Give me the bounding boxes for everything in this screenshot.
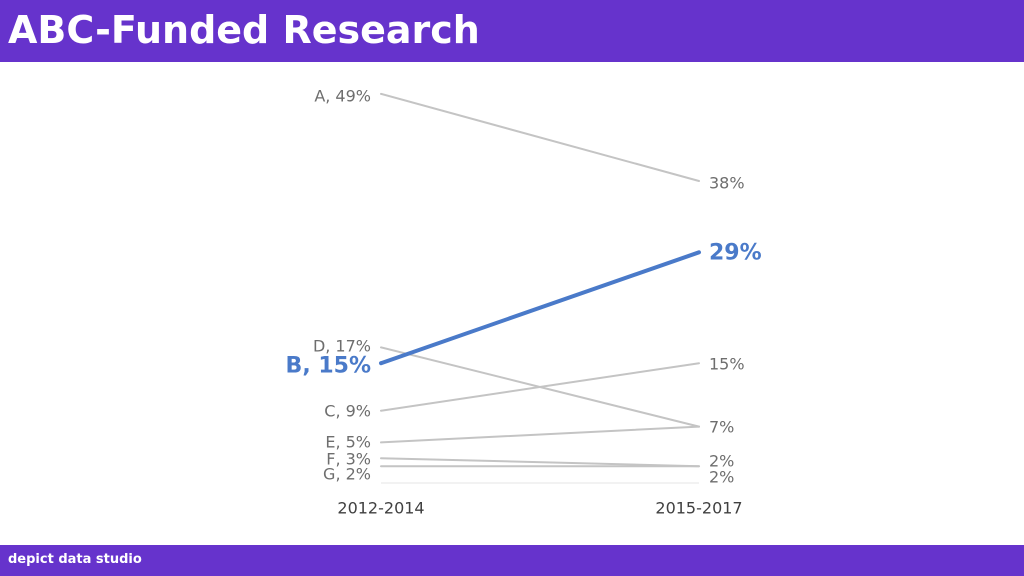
start-label-d: D, 17%	[313, 337, 371, 356]
x-tick-label: 2012-2014	[337, 499, 424, 518]
end-label-d: 7%	[709, 418, 734, 437]
title-bar: ABC-Funded Research	[0, 0, 1024, 62]
end-label-c: 15%	[709, 355, 745, 374]
series-line-a	[380, 92, 700, 182]
end-label-b: 29%	[709, 241, 762, 266]
slope-chart: A, 49% 38% C, 9% 15% D, 17% 7% E, 5%F, 3% 2% G, …	[286, 87, 762, 518]
end-label-g: 2%	[709, 468, 734, 487]
start-label-e: E, 5%	[325, 433, 371, 452]
series-line-f	[380, 457, 700, 468]
series-line-e	[380, 425, 700, 444]
start-label-a: A, 49%	[314, 87, 371, 106]
series-lines	[379, 92, 701, 468]
series-line-b	[379, 250, 701, 366]
brand-logo-text: depict data studio	[8, 552, 142, 567]
series-labels: A, 49% 38% C, 9% 15% D, 17% 7% E, 5%F, 3% 2% G, …	[286, 87, 762, 487]
start-label-b: B, 15%	[286, 354, 371, 379]
page-title: ABC-Funded Research	[8, 8, 480, 52]
x-axis: 2012-2014 2015-2017	[337, 482, 743, 518]
series-line-d	[380, 346, 700, 428]
end-label-a: 38%	[709, 174, 745, 193]
x-tick-label: 2015-2017	[655, 499, 742, 518]
start-label-c: C, 9%	[324, 402, 371, 421]
footer-bar: depict data studio	[0, 545, 1024, 576]
start-label-g: G, 2%	[323, 465, 371, 484]
end-label-f: 2%	[709, 452, 734, 471]
start-label-f: F, 3%	[326, 450, 371, 469]
